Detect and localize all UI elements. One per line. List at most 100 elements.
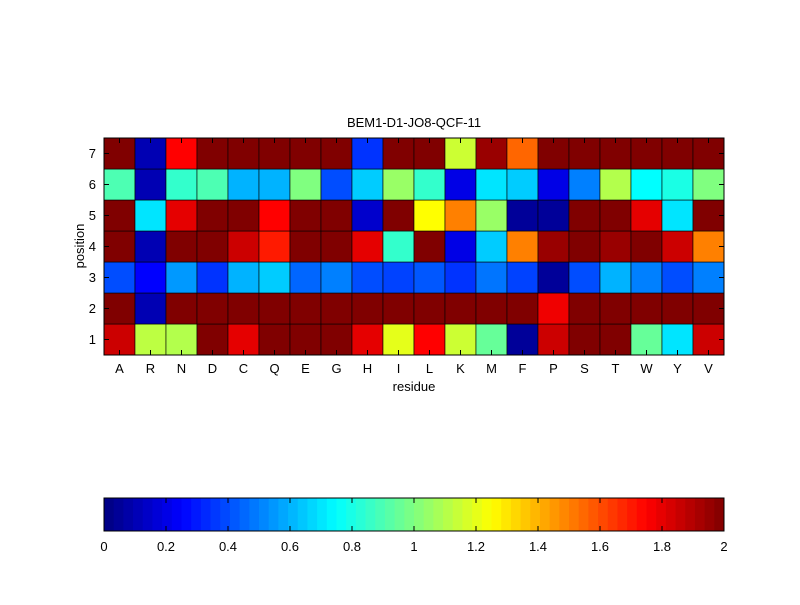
heatmap-cell-T-3	[599, 261, 632, 294]
heatmap-cell-D-5	[196, 199, 229, 232]
heatmap-cell-A-1	[103, 323, 136, 356]
heatmap-cell-N-4	[165, 230, 198, 263]
heatmap-cell-H-7	[351, 137, 384, 170]
heatmap-cell-M-6	[475, 168, 508, 201]
colorbar-swatch-14	[239, 498, 250, 531]
heatmap-cell-Q-3	[258, 261, 291, 294]
heatmap-cell-M-1	[475, 323, 508, 356]
heatmap-cell-Y-4	[661, 230, 694, 263]
heatmap-cell-D-6	[196, 168, 229, 201]
colorbar-swatch-44	[530, 498, 541, 531]
y-tick-label-1: 1	[89, 332, 96, 347]
heatmap-cell-Q-5	[258, 199, 291, 232]
colorbar-swatch-11	[210, 498, 221, 531]
heatmap-cell-P-5	[537, 199, 570, 232]
heatmap-cell-E-7	[289, 137, 322, 170]
heatmap-cell-T-6	[599, 168, 632, 201]
heatmap-cell-T-5	[599, 199, 632, 232]
colorbar-swatch-24	[336, 498, 347, 531]
x-tick-label-W: W	[640, 361, 653, 376]
colorbar-tick-label-3: 0.6	[281, 539, 299, 554]
heatmap-cell-S-5	[568, 199, 601, 232]
x-tick-label-K: K	[456, 361, 465, 376]
colorbar-tick-label-2: 0.4	[219, 539, 237, 554]
x-tick-label-Q: Q	[269, 361, 279, 376]
heatmap-cell-H-6	[351, 168, 384, 201]
heatmap-cell-N-7	[165, 137, 198, 170]
heatmap-cell-N-2	[165, 292, 198, 325]
heatmap-cell-C-5	[227, 199, 260, 232]
y-axis-ticks: 1 2 3 4 5 6 7	[89, 146, 724, 347]
x-tick-label-F: F	[519, 361, 527, 376]
heatmap-cell-D-2	[196, 292, 229, 325]
colorbar-swatch-41	[501, 498, 512, 531]
x-tick-label-H: H	[363, 361, 372, 376]
y-tick-label-3: 3	[89, 270, 96, 285]
x-tick-label-G: G	[331, 361, 341, 376]
heatmap-cell-D-3	[196, 261, 229, 294]
colorbar-swatch-0	[104, 498, 115, 531]
heatmap-cell-M-5	[475, 199, 508, 232]
heatmap-cell-H-1	[351, 323, 384, 356]
heatmap-cell-K-5	[444, 199, 477, 232]
heatmap-cell-Q-2	[258, 292, 291, 325]
colorbar-swatch-57	[656, 498, 667, 531]
heatmap-cell-N-1	[165, 323, 198, 356]
heatmap-cell-P-4	[537, 230, 570, 263]
y-tick-label-4: 4	[89, 239, 96, 254]
colorbar-swatch-39	[481, 498, 492, 531]
x-tick-label-T: T	[612, 361, 620, 376]
heatmap-cell-R-2	[134, 292, 167, 325]
heatmap-cell-R-3	[134, 261, 167, 294]
colorbar-swatch-36	[452, 498, 463, 531]
heatmap-cell-I-5	[382, 199, 415, 232]
heatmap-cell-M-7	[475, 137, 508, 170]
colorbar-swatch-1	[113, 498, 124, 531]
heatmap-cell-N-3	[165, 261, 198, 294]
colorbar-swatch-53	[617, 498, 628, 531]
colorbar-swatch-17	[268, 498, 279, 531]
heatmap-cell-G-2	[320, 292, 353, 325]
heatmap-cell-K-6	[444, 168, 477, 201]
heatmap-cell-E-2	[289, 292, 322, 325]
colorbar-swatch-29	[384, 498, 396, 531]
heatmap-cell-F-1	[506, 323, 539, 356]
colorbar-tick-label-7: 1.4	[529, 539, 547, 554]
heatmap-cell-D-4	[196, 230, 229, 263]
heatmap-cell-T-2	[599, 292, 632, 325]
heatmap-cell-V-3	[692, 261, 725, 294]
heatmap-cell-S-6	[568, 168, 601, 201]
colorbar-swatch-34	[433, 498, 444, 531]
heatmap-cell-Y-3	[661, 261, 694, 294]
heatmap-cell-H-4	[351, 230, 384, 263]
heatmap-cell-C-3	[227, 261, 260, 294]
heatmap-cell-I-6	[382, 168, 415, 201]
heatmap-cell-L-3	[413, 261, 446, 294]
colorbar-swatch-25	[346, 498, 357, 531]
heatmap-cell-S-3	[568, 261, 601, 294]
colorbar-swatch-23	[326, 498, 337, 531]
heatmap-cell-R-4	[134, 230, 167, 263]
colorbar-swatch-31	[404, 498, 415, 531]
colorbar-swatch-38	[472, 498, 483, 531]
colorbar-swatch-61	[694, 498, 706, 531]
heatmap-cell-C-6	[227, 168, 260, 201]
heatmap-cell-W-4	[630, 230, 663, 263]
colorbar-swatch-26	[355, 498, 366, 531]
heatmap-cell-C-4	[227, 230, 260, 263]
colorbar-swatch-32	[414, 498, 425, 531]
heatmap-cell-W-2	[630, 292, 663, 325]
colorbar-swatch-40	[491, 498, 502, 531]
colorbar-swatch-21	[307, 498, 318, 531]
heatmap-cell-H-3	[351, 261, 384, 294]
colorbar-swatch-16	[259, 498, 270, 531]
heatmap-cell-M-4	[475, 230, 508, 263]
heatmap-cell-Q-6	[258, 168, 291, 201]
x-tick-label-D: D	[208, 361, 217, 376]
heatmap-cell-A-6	[103, 168, 136, 201]
heatmap-cell-Y-1	[661, 323, 694, 356]
colorbar-swatch-8	[181, 498, 192, 531]
heatmap-cell-E-5	[289, 199, 322, 232]
heatmap-cell-E-3	[289, 261, 322, 294]
